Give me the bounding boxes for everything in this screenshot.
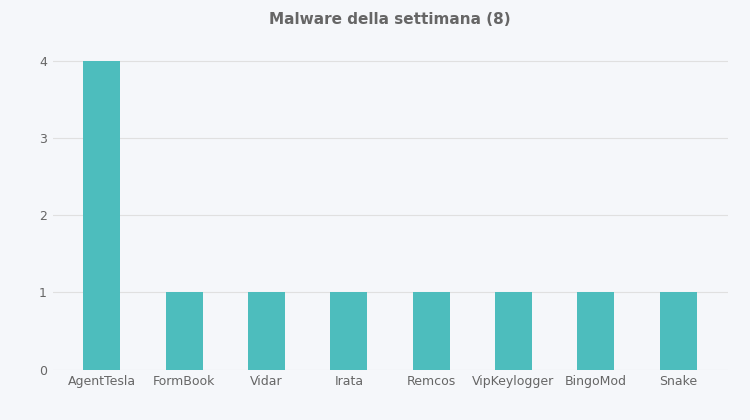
Bar bbox=[578, 292, 614, 370]
Bar bbox=[659, 292, 697, 370]
Title: Malware della settimana (8): Malware della settimana (8) bbox=[269, 12, 511, 27]
Bar bbox=[83, 61, 121, 370]
Bar bbox=[166, 292, 202, 370]
Bar bbox=[330, 292, 368, 370]
Bar bbox=[495, 292, 532, 370]
Bar bbox=[413, 292, 450, 370]
Bar bbox=[248, 292, 285, 370]
